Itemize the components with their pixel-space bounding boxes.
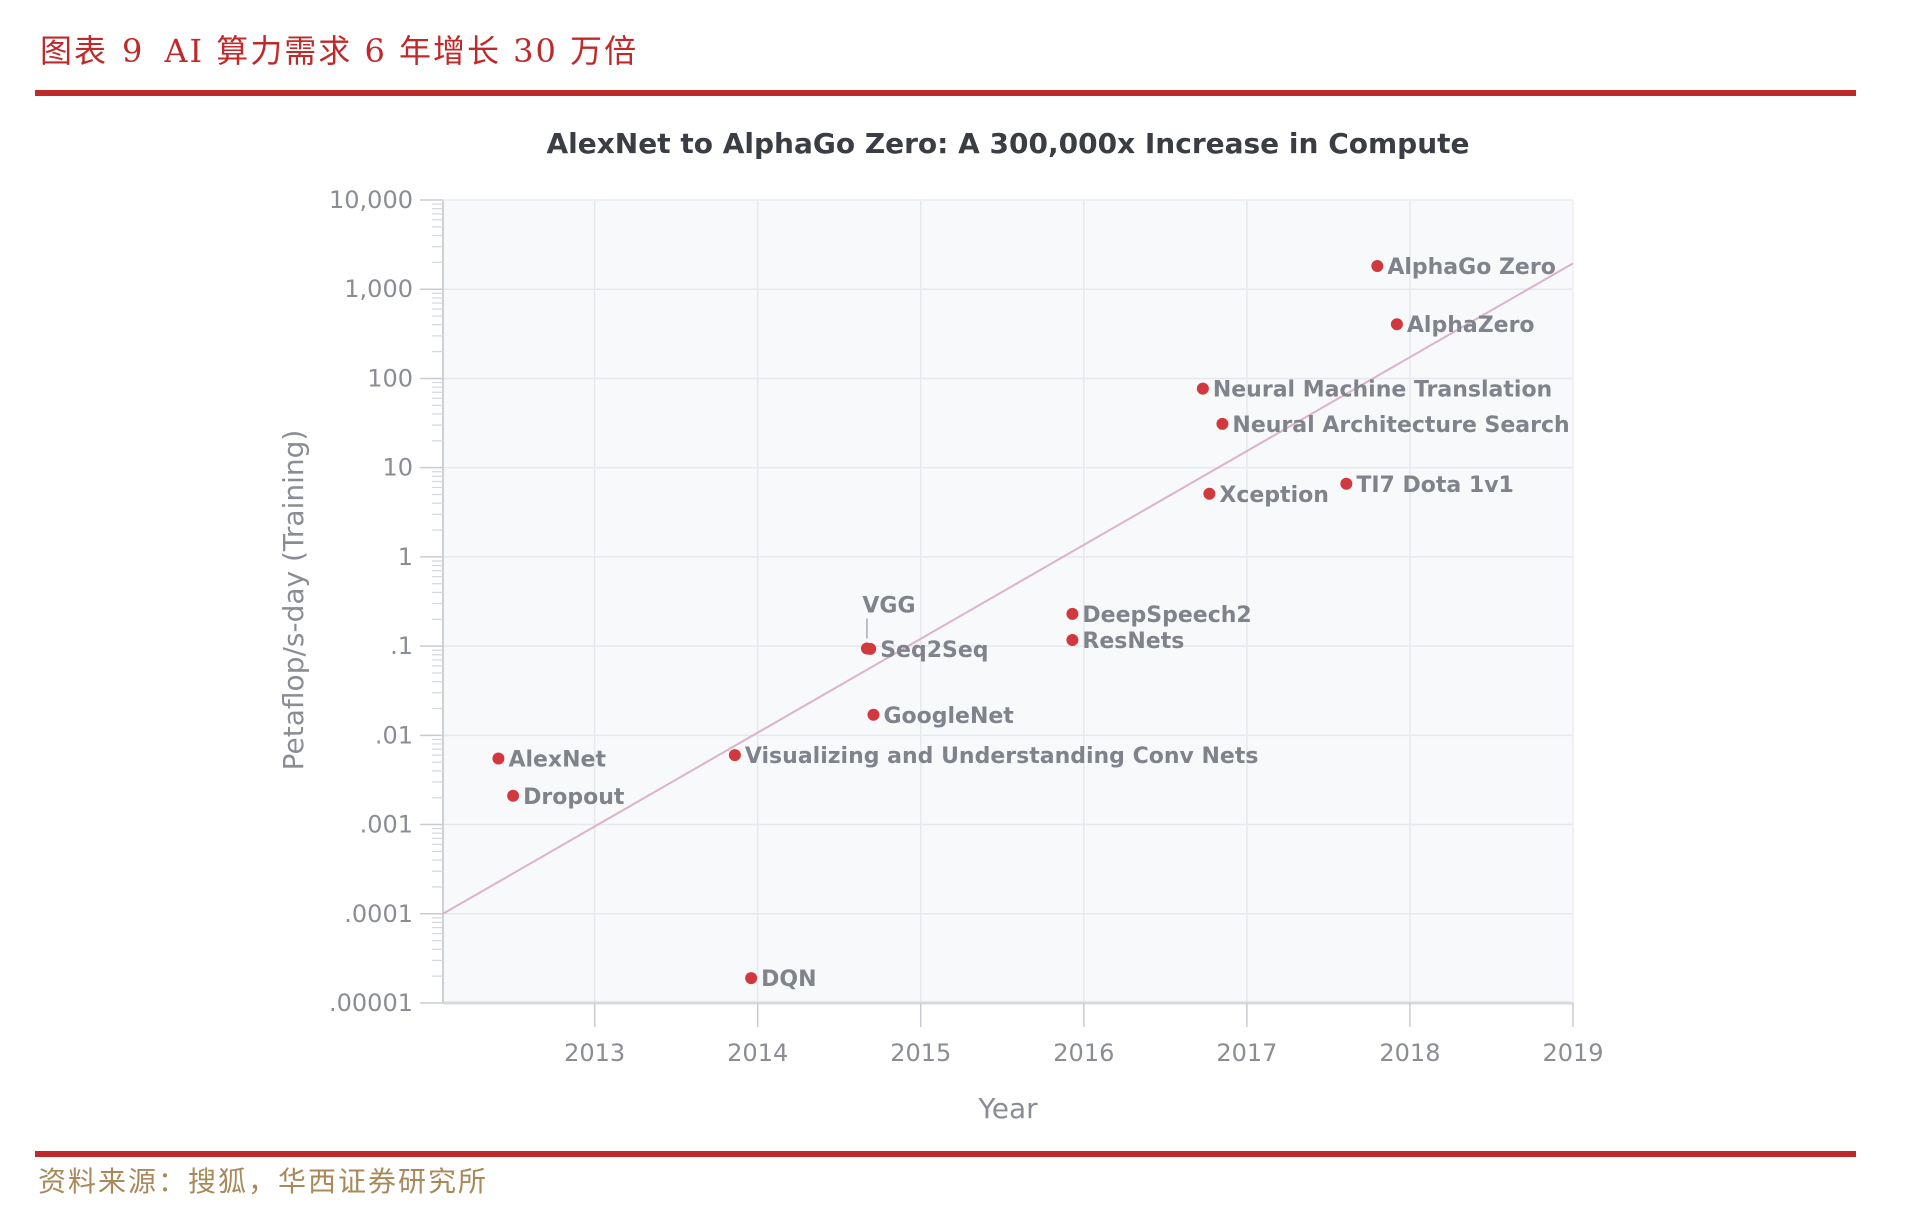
y-tick-label: 1,000: [344, 275, 413, 303]
data-point: [1390, 318, 1403, 331]
point-label: Neural Architecture Search: [1232, 413, 1569, 438]
data-point: [507, 789, 520, 802]
y-axis-label: Petaflop/s-day (Training): [277, 430, 310, 771]
data-point: [1371, 260, 1384, 273]
data-point: [492, 752, 505, 765]
x-axis-ticks: 2013 2014 2015 2016 2017 2018 2019: [564, 1003, 1604, 1067]
data-point-group: Visualizing and Understanding Conv Nets: [728, 744, 1259, 769]
x-tick-label: 2013: [564, 1039, 625, 1067]
point-label: VGG: [862, 594, 915, 619]
point-label: TI7 Dota 1v1: [1356, 473, 1514, 498]
data-point: [1196, 382, 1209, 395]
y-tick-label: 10,000: [329, 186, 413, 214]
trend-line: [442, 262, 1574, 915]
data-point: [867, 708, 880, 721]
point-label: ResNets: [1082, 629, 1184, 654]
point-label: AlexNet: [508, 747, 606, 772]
figure-header: 图表 9 AI 算力需求 6 年增长 30 万倍: [40, 26, 638, 72]
x-tick-label: 2017: [1216, 1039, 1277, 1067]
data-point: [728, 749, 741, 762]
data-point-group: TI7 Dota 1v1: [1340, 473, 1514, 498]
point-label: DeepSpeech2: [1082, 603, 1251, 628]
x-tick-label: 2019: [1542, 1039, 1603, 1067]
data-point-group: AlexNet: [492, 747, 606, 772]
figure-title: AI 算力需求 6 年增长 30 万倍: [164, 32, 639, 70]
y-tick-label: .00001: [329, 989, 413, 1017]
data-point: [864, 642, 877, 655]
point-label: AlphaGo Zero: [1387, 255, 1556, 280]
data-point-group: DeepSpeech2: [1066, 603, 1252, 628]
data-point: [1216, 417, 1229, 430]
point-label: GoogleNet: [883, 704, 1014, 729]
point-label: Seq2Seq: [880, 638, 988, 663]
x-tick-label: 2015: [890, 1039, 951, 1067]
data-point-group: AlphaGo Zero: [1371, 255, 1556, 280]
point-label: Xception: [1219, 483, 1329, 508]
figure-label: 图表: [40, 32, 109, 70]
y-tick-label: 100: [367, 364, 413, 392]
point-label: DQN: [761, 967, 816, 992]
data-point: [1203, 487, 1216, 500]
data-point: [1066, 634, 1079, 647]
y-tick-label: .1: [390, 632, 413, 660]
y-axis-ticks: 10,000 1,000 100 10 1 .1 .01 .001 .0001 .00001: [329, 186, 443, 1017]
data-point-group: ResNets: [1066, 629, 1184, 654]
x-axis-label: Year: [977, 1092, 1038, 1125]
point-label: AlphaZero: [1407, 313, 1535, 338]
point-label: Dropout: [523, 785, 625, 810]
y-tick-label: .0001: [344, 900, 413, 928]
data-point-group: AlphaZero: [1390, 313, 1535, 338]
data-point: [1066, 607, 1079, 620]
data-point-group: Neural Architecture Search: [1216, 413, 1570, 438]
x-tick-label: 2018: [1379, 1039, 1440, 1067]
plot-area: [443, 200, 1573, 1003]
figure-number: 9: [122, 32, 145, 70]
x-tick-label: 2016: [1053, 1039, 1114, 1067]
source-note: 资料来源：搜狐，华西证券研究所: [38, 1165, 489, 1198]
y-tick-label: .001: [360, 811, 413, 839]
data-point-group: GoogleNet: [867, 704, 1014, 729]
y-tick-label: 10: [382, 454, 413, 482]
header-rule: [35, 90, 1856, 96]
data-point-group: Seq2Seq: [864, 638, 989, 663]
chart-title: AlexNet to AlphaGo Zero: A 300,000x Incr…: [546, 127, 1469, 160]
data-points: AlexNet Dropout Visualizing and Understand…: [492, 255, 1570, 992]
y-tick-label: .01: [375, 721, 413, 749]
data-point-group: Neural Machine Translation: [1196, 378, 1552, 403]
point-label: Neural Machine Translation: [1213, 378, 1552, 403]
footer-rule: [35, 1151, 1856, 1157]
y-tick-label: 1: [398, 543, 413, 571]
axes: [442, 199, 1574, 1005]
data-point: [1340, 477, 1353, 490]
data-point-group: DQN: [745, 967, 817, 992]
data-point-group: Dropout: [507, 785, 625, 810]
x-tick-label: 2014: [727, 1039, 788, 1067]
data-point: [745, 972, 758, 985]
data-point-group: Xception: [1203, 483, 1329, 508]
point-label: Visualizing and Understanding Conv Nets: [745, 744, 1259, 769]
